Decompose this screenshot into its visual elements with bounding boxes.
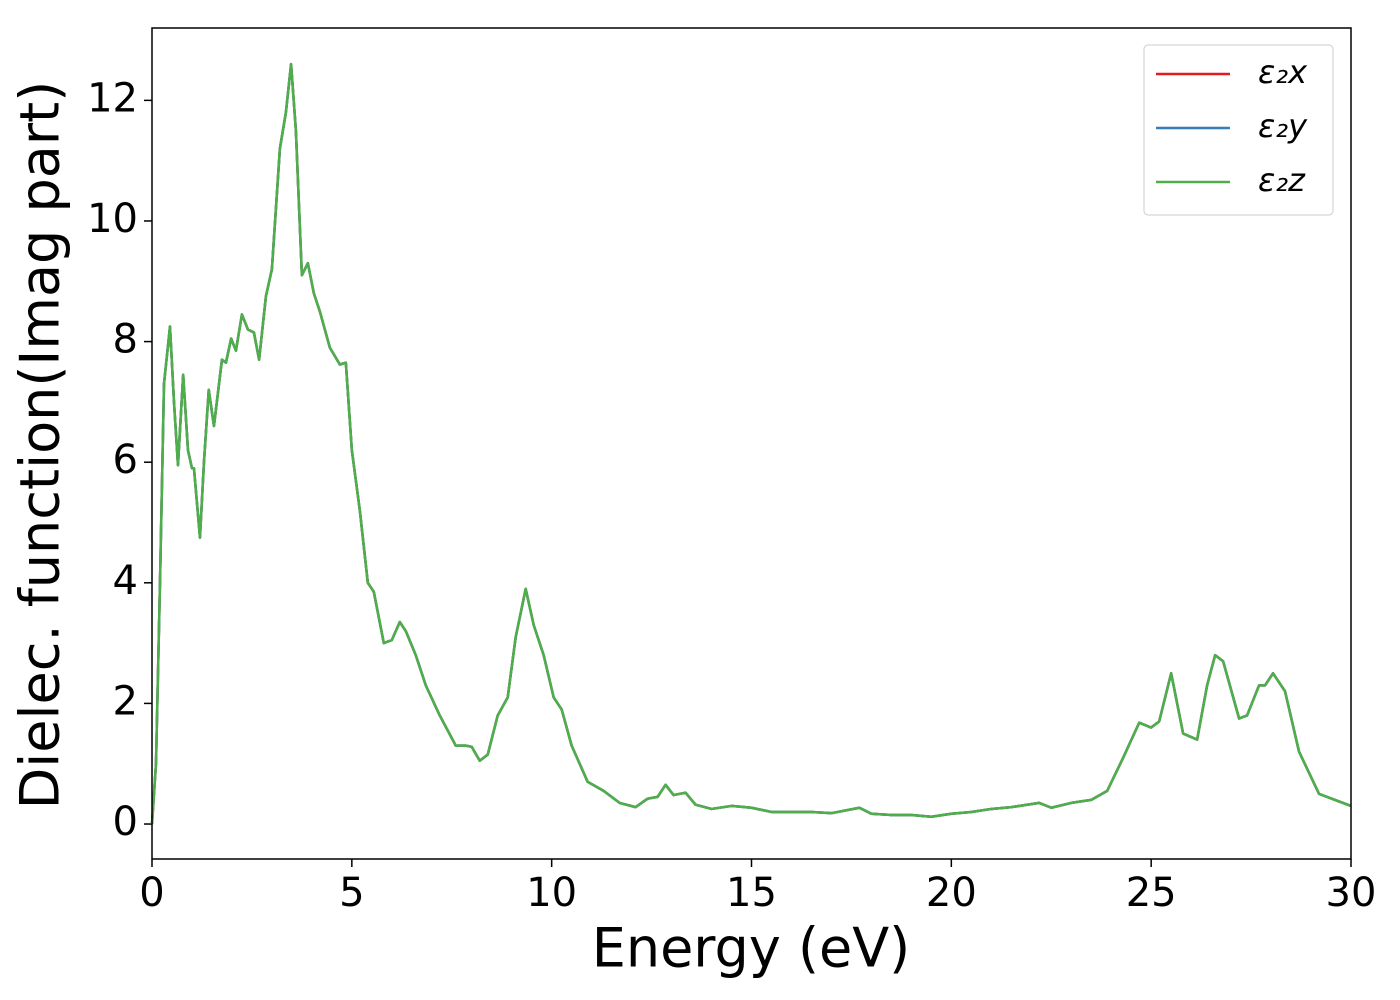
x-tick-label: 25 <box>1126 870 1177 916</box>
x-tick-label: 5 <box>339 870 364 916</box>
legend-label: ε₂z <box>1258 161 1306 199</box>
y-tick-label: 8 <box>113 317 138 363</box>
y-tick-label: 2 <box>113 678 138 724</box>
y-tick-label: 12 <box>87 75 138 121</box>
x-tick-label: 0 <box>139 870 164 916</box>
series-line <box>150 62 1352 825</box>
legend-label: ε₂y <box>1258 107 1308 145</box>
legend-box <box>1143 44 1334 216</box>
y-tick-label: 6 <box>113 437 138 483</box>
y-tick-label: 4 <box>113 558 138 604</box>
y-tick-label: 10 <box>87 196 138 242</box>
y-tick-label: 0 <box>113 799 138 845</box>
x-axis-label: Energy (eV) <box>592 917 911 980</box>
x-tick-label: 15 <box>726 870 777 916</box>
plot-frame <box>151 27 1352 860</box>
x-tick-label: 20 <box>926 870 977 916</box>
x-tick-label: 30 <box>1326 870 1377 916</box>
y-axis-label: Dielec. function(Imag part) <box>9 81 72 810</box>
legend-label: ε₂x <box>1258 53 1308 91</box>
x-tick-label: 10 <box>526 870 577 916</box>
